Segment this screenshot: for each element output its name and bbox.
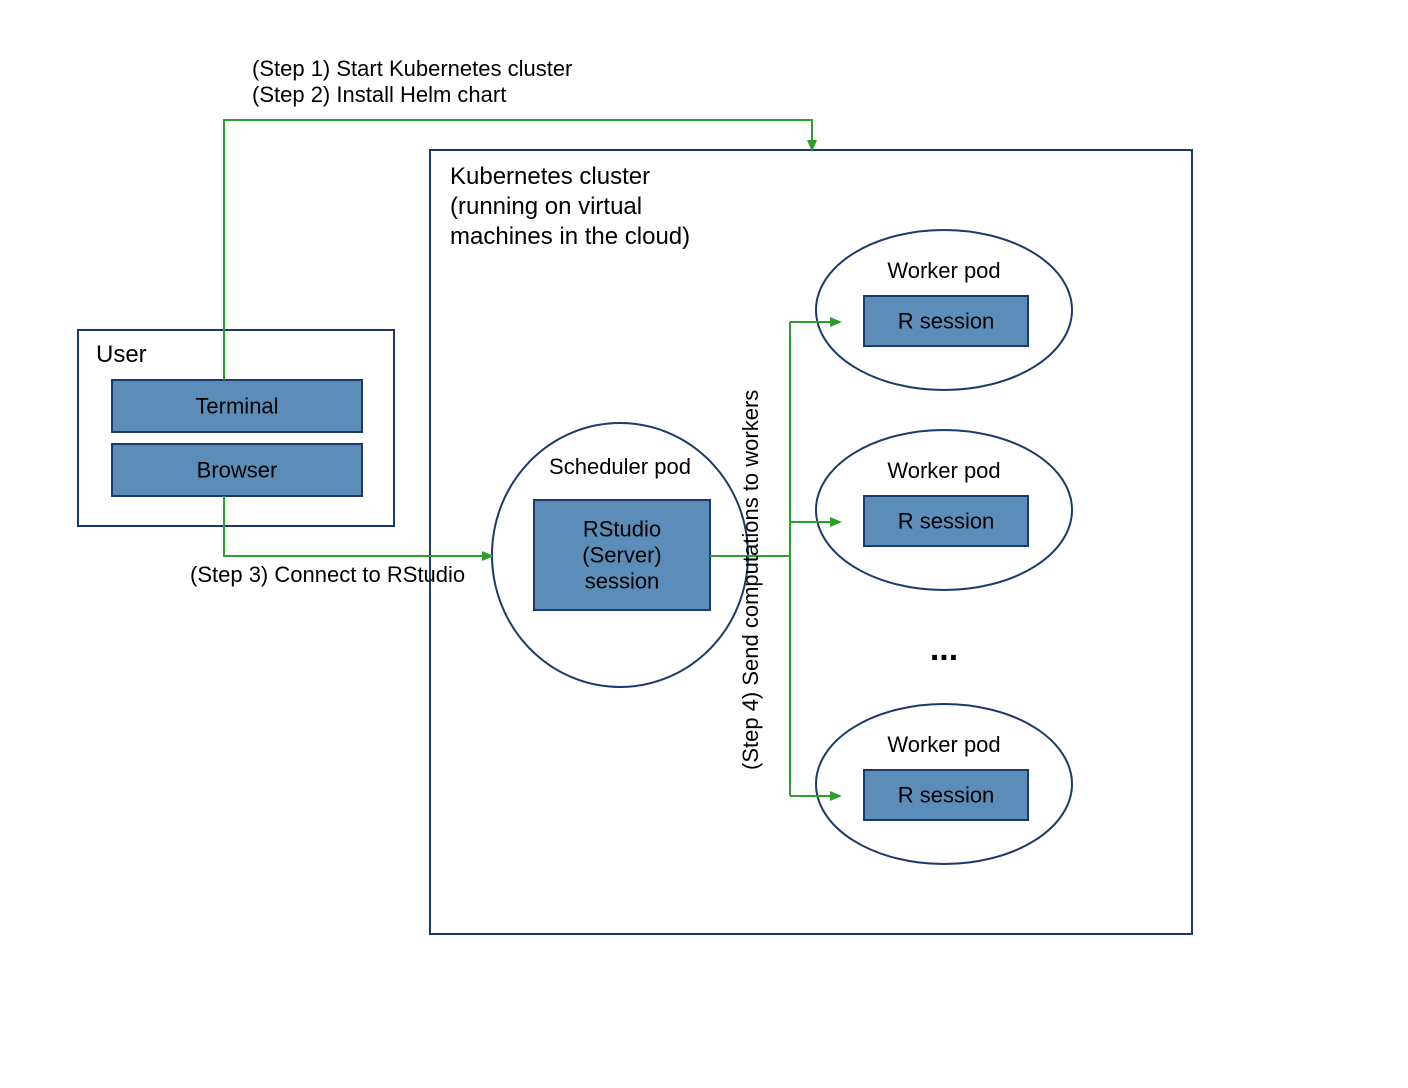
step-2-label: (Step 2) Install Helm chart — [252, 82, 506, 107]
rstudio-server-label-line: RStudio — [583, 517, 661, 542]
r-session-label: R session — [898, 783, 995, 808]
arrow-step-1-2 — [224, 120, 812, 380]
cluster-title-line: Kubernetes cluster — [450, 163, 650, 190]
rstudio-server-label-line: (Server) — [582, 543, 661, 568]
terminal-label: Terminal — [195, 394, 278, 419]
scheduler-pod-title: Scheduler pod — [549, 454, 691, 479]
cluster-title-line: (running on virtual — [450, 193, 642, 220]
cluster-title-line: machines in the cloud) — [450, 223, 690, 250]
workers-ellipsis: ... — [930, 630, 958, 668]
step-4-label: (Step 4) Send computations to workers — [738, 390, 763, 770]
worker-pod-title: Worker pod — [887, 732, 1000, 757]
worker-pod-title: Worker pod — [887, 458, 1000, 483]
r-session-label: R session — [898, 309, 995, 334]
r-session-label: R session — [898, 509, 995, 534]
step-1-label: (Step 1) Start Kubernetes cluster — [252, 56, 572, 81]
browser-label: Browser — [197, 458, 278, 483]
worker-pod-title: Worker pod — [887, 258, 1000, 283]
step-3-label: (Step 3) Connect to RStudio — [190, 562, 465, 587]
rstudio-server-label-line: session — [585, 569, 660, 594]
user-box-title: User — [96, 341, 147, 368]
